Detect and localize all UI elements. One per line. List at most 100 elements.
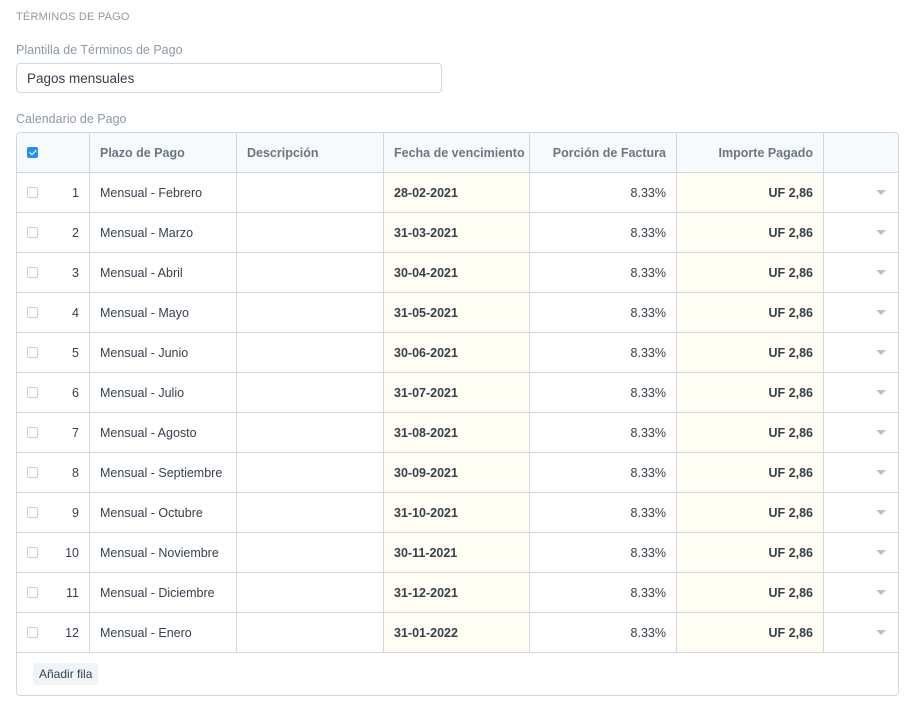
caret-down-icon[interactable] <box>876 510 886 515</box>
row-checkbox[interactable] <box>27 187 38 198</box>
row-invoice-portion[interactable]: 8.33% <box>530 613 677 652</box>
row-invoice-portion[interactable]: 8.33% <box>530 333 677 372</box>
row-paid-amount[interactable]: UF 2,86 <box>677 573 824 612</box>
table-row[interactable]: 2 Mensual - Marzo 31-03-2021 8.33% UF 2,… <box>17 213 898 253</box>
row-description[interactable] <box>237 373 384 412</box>
row-payment-term[interactable]: Mensual - Julio <box>90 373 237 412</box>
header-description[interactable]: Descripción <box>237 133 384 172</box>
row-invoice-portion[interactable]: 8.33% <box>530 253 677 292</box>
row-due-date[interactable]: 31-01-2022 <box>384 613 530 652</box>
row-payment-term[interactable]: Mensual - Octubre <box>90 493 237 532</box>
header-due-date[interactable]: Fecha de vencimiento <box>384 133 530 172</box>
caret-down-icon[interactable] <box>876 430 886 435</box>
row-due-date[interactable]: 31-05-2021 <box>384 293 530 332</box>
row-invoice-portion[interactable]: 8.33% <box>530 373 677 412</box>
row-actions-cell[interactable] <box>824 413 898 452</box>
row-actions-cell[interactable] <box>824 173 898 212</box>
header-paid-amount[interactable]: Importe Pagado <box>677 133 824 172</box>
row-paid-amount[interactable]: UF 2,86 <box>677 453 824 492</box>
add-row-button[interactable]: Añadir fila <box>33 663 99 685</box>
row-paid-amount[interactable]: UF 2,86 <box>677 173 824 212</box>
caret-down-icon[interactable] <box>876 310 886 315</box>
caret-down-icon[interactable] <box>876 350 886 355</box>
row-actions-cell[interactable] <box>824 573 898 612</box>
row-description[interactable] <box>237 453 384 492</box>
row-checkbox[interactable] <box>27 307 38 318</box>
table-row[interactable]: 11 Mensual - Diciembre 31-12-2021 8.33% … <box>17 573 898 613</box>
caret-down-icon[interactable] <box>876 630 886 635</box>
row-due-date[interactable]: 28-02-2021 <box>384 173 530 212</box>
row-description[interactable] <box>237 493 384 532</box>
row-payment-term[interactable]: Mensual - Agosto <box>90 413 237 452</box>
row-checkbox[interactable] <box>27 387 38 398</box>
row-description[interactable] <box>237 173 384 212</box>
table-row[interactable]: 4 Mensual - Mayo 31-05-2021 8.33% UF 2,8… <box>17 293 898 333</box>
caret-down-icon[interactable] <box>876 390 886 395</box>
row-payment-term[interactable]: Mensual - Marzo <box>90 213 237 252</box>
row-paid-amount[interactable]: UF 2,86 <box>677 493 824 532</box>
row-checkbox[interactable] <box>27 587 38 598</box>
row-invoice-portion[interactable]: 8.33% <box>530 493 677 532</box>
table-row[interactable]: 12 Mensual - Enero 31-01-2022 8.33% UF 2… <box>17 613 898 653</box>
table-row[interactable]: 10 Mensual - Noviembre 30-11-2021 8.33% … <box>17 533 898 573</box>
row-payment-term[interactable]: Mensual - Noviembre <box>90 533 237 572</box>
header-payment-term[interactable]: Plazo de Pago <box>90 133 237 172</box>
row-description[interactable] <box>237 413 384 452</box>
row-actions-cell[interactable] <box>824 493 898 532</box>
row-actions-cell[interactable] <box>824 453 898 492</box>
row-payment-term[interactable]: Mensual - Mayo <box>90 293 237 332</box>
row-actions-cell[interactable] <box>824 333 898 372</box>
caret-down-icon[interactable] <box>876 230 886 235</box>
row-actions-cell[interactable] <box>824 293 898 332</box>
row-due-date[interactable]: 30-09-2021 <box>384 453 530 492</box>
caret-down-icon[interactable] <box>876 590 886 595</box>
row-invoice-portion[interactable]: 8.33% <box>530 453 677 492</box>
row-actions-cell[interactable] <box>824 613 898 652</box>
row-payment-term[interactable]: Mensual - Febrero <box>90 173 237 212</box>
row-paid-amount[interactable]: UF 2,86 <box>677 293 824 332</box>
row-checkbox[interactable] <box>27 507 38 518</box>
row-payment-term[interactable]: Mensual - Junio <box>90 333 237 372</box>
row-due-date[interactable]: 31-10-2021 <box>384 493 530 532</box>
row-invoice-portion[interactable]: 8.33% <box>530 293 677 332</box>
row-description[interactable] <box>237 213 384 252</box>
row-checkbox[interactable] <box>27 227 38 238</box>
row-due-date[interactable]: 31-07-2021 <box>384 373 530 412</box>
row-description[interactable] <box>237 253 384 292</box>
row-paid-amount[interactable]: UF 2,86 <box>677 533 824 572</box>
row-paid-amount[interactable]: UF 2,86 <box>677 373 824 412</box>
row-payment-term[interactable]: Mensual - Enero <box>90 613 237 652</box>
caret-down-icon[interactable] <box>876 190 886 195</box>
row-invoice-portion[interactable]: 8.33% <box>530 533 677 572</box>
table-row[interactable]: 9 Mensual - Octubre 31-10-2021 8.33% UF … <box>17 493 898 533</box>
row-paid-amount[interactable]: UF 2,86 <box>677 333 824 372</box>
row-actions-cell[interactable] <box>824 253 898 292</box>
row-invoice-portion[interactable]: 8.33% <box>530 573 677 612</box>
table-row[interactable]: 1 Mensual - Febrero 28-02-2021 8.33% UF … <box>17 173 898 213</box>
table-row[interactable]: 6 Mensual - Julio 31-07-2021 8.33% UF 2,… <box>17 373 898 413</box>
row-payment-term[interactable]: Mensual - Abril <box>90 253 237 292</box>
row-description[interactable] <box>237 613 384 652</box>
row-due-date[interactable]: 31-08-2021 <box>384 413 530 452</box>
row-invoice-portion[interactable]: 8.33% <box>530 213 677 252</box>
row-description[interactable] <box>237 533 384 572</box>
row-checkbox[interactable] <box>27 467 38 478</box>
row-actions-cell[interactable] <box>824 373 898 412</box>
row-due-date[interactable]: 31-12-2021 <box>384 573 530 612</box>
row-paid-amount[interactable]: UF 2,86 <box>677 613 824 652</box>
caret-down-icon[interactable] <box>876 470 886 475</box>
row-due-date[interactable]: 30-06-2021 <box>384 333 530 372</box>
table-row[interactable]: 7 Mensual - Agosto 31-08-2021 8.33% UF 2… <box>17 413 898 453</box>
table-row[interactable]: 3 Mensual - Abril 30-04-2021 8.33% UF 2,… <box>17 253 898 293</box>
select-all-checkbox[interactable] <box>27 147 38 158</box>
row-paid-amount[interactable]: UF 2,86 <box>677 213 824 252</box>
row-description[interactable] <box>237 333 384 372</box>
row-checkbox[interactable] <box>27 427 38 438</box>
row-description[interactable] <box>237 573 384 612</box>
row-payment-term[interactable]: Mensual - Diciembre <box>90 573 237 612</box>
row-actions-cell[interactable] <box>824 213 898 252</box>
header-invoice-portion[interactable]: Porción de Factura <box>530 133 677 172</box>
row-invoice-portion[interactable]: 8.33% <box>530 413 677 452</box>
row-paid-amount[interactable]: UF 2,86 <box>677 413 824 452</box>
caret-down-icon[interactable] <box>876 550 886 555</box>
